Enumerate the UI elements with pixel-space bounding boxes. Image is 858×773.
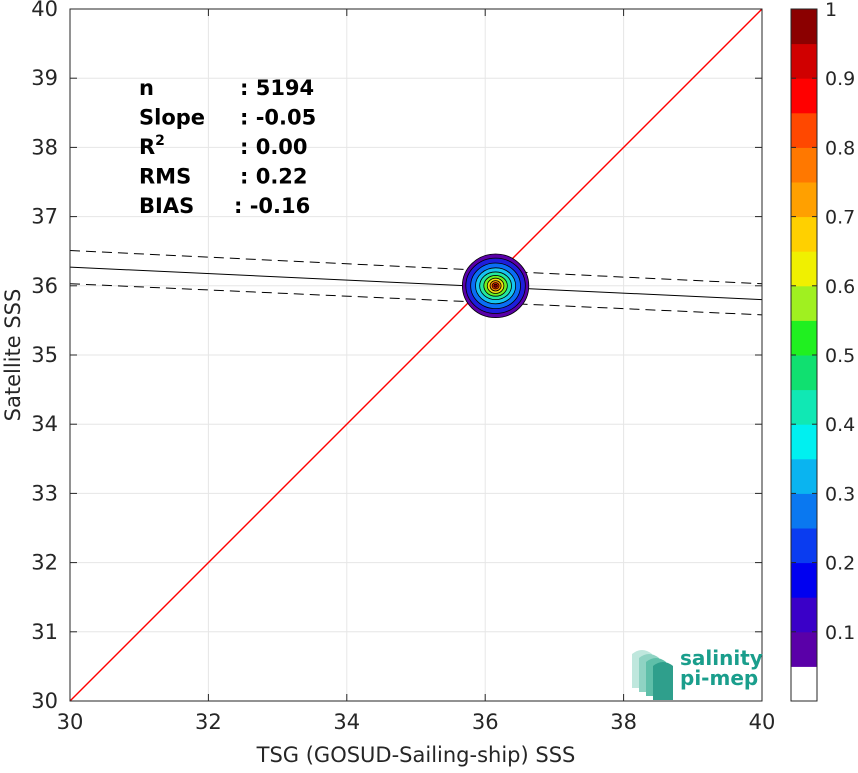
colorbar-segment (791, 528, 817, 564)
statistics-block: n : 5194 Slope : -0.05 R2 : 0.00 RMS : 0.22 BIAS… (139, 76, 316, 218)
colorbar-segment (791, 285, 817, 321)
colorbar-tick-label: 1 (825, 0, 837, 21)
y-tick-label: 30 (31, 689, 58, 713)
y-tick-label: 33 (31, 481, 58, 505)
density-contour (493, 283, 498, 288)
logo-wave-shape (653, 662, 673, 700)
colorbar-segment (791, 78, 817, 114)
confidence-band-line (69, 250, 763, 285)
colorbar-segment (791, 147, 817, 183)
x-tick-label: 34 (333, 710, 360, 734)
y-axis-label: Satellite SSS (1, 289, 25, 422)
y-tick-label: 37 (31, 205, 58, 229)
identity-line (69, 8, 763, 702)
density-contours (461, 253, 530, 319)
colorbar-tick-label: 0.5 (825, 345, 855, 367)
colorbar-tick-label: 0.4 (825, 414, 855, 436)
y-tick-label: 31 (31, 620, 58, 644)
colorbar-segment (791, 320, 817, 356)
colorbar-segment (791, 43, 817, 79)
colorbar-segment (791, 251, 817, 287)
x-tick-label: 32 (195, 710, 222, 734)
y-tick-label: 35 (31, 343, 58, 367)
y-tick-label: 39 (31, 66, 58, 90)
colorbar-tick-label: 0.3 (825, 483, 855, 505)
colorbar-tick-label: 0.6 (825, 276, 855, 298)
stat-value: : 0.22 (240, 165, 308, 189)
regression-lines (69, 8, 763, 702)
x-tick-label: 36 (472, 710, 499, 734)
colorbar-segment (791, 631, 817, 667)
salinity-pimep-logo: salinity pi-mep (632, 646, 763, 700)
y-tick-label: 40 (31, 0, 58, 21)
stat-value: : -0.05 (240, 106, 316, 130)
colorbar: 0.1 0.2 0.3 0.4 0.5 0.6 0.7 0.8 0.9 1 (790, 0, 855, 702)
x-axis-label: TSG (GOSUD-Sailing-ship) SSS (256, 743, 576, 767)
colorbar-tick-label: 0.7 (825, 207, 855, 229)
y-tick-label: 32 (31, 551, 58, 575)
x-tick-label: 38 (610, 710, 637, 734)
y-tick-label: 38 (31, 135, 58, 159)
colorbar-segment (791, 112, 817, 148)
stat-label: R2 (139, 133, 165, 159)
colorbar-tick-label: 0.9 (825, 68, 855, 90)
colorbar-tick-label: 0.8 (825, 137, 855, 159)
colorbar-tick-label: 0.1 (825, 622, 855, 644)
colorbar-segment (791, 355, 817, 391)
x-tick-label: 40 (749, 710, 776, 734)
colorbar-segment (791, 182, 817, 218)
y-tick-label: 36 (31, 274, 58, 298)
stat-label: n (139, 76, 154, 100)
stat-value: : 0.00 (240, 135, 308, 159)
confidence-bands (69, 250, 763, 316)
stat-label: RMS (139, 165, 191, 189)
colorbar-segment (791, 424, 817, 460)
confidence-band-line (69, 283, 763, 316)
colorbar-segment (791, 597, 817, 633)
colorbar-segment (791, 9, 817, 45)
colorbar-segment (791, 216, 817, 252)
y-tick-label: 34 (31, 412, 58, 436)
colorbar-tick-label: 0.2 (825, 553, 855, 575)
colorbar-segment (791, 493, 817, 529)
colorbar-segment (791, 562, 817, 598)
logo-text-salinity: salinity (680, 646, 763, 670)
stat-value: : -0.16 (234, 194, 310, 218)
colorbar-segment (791, 458, 817, 494)
stat-label: Slope (139, 106, 205, 130)
colorbar-segment (791, 389, 817, 425)
logo-wave-icon (632, 650, 673, 700)
x-axis-ticks: 30 32 34 36 38 40 (57, 9, 776, 734)
x-tick-label: 30 (57, 710, 84, 734)
stat-label: BIAS (139, 194, 194, 218)
y-axis-ticks: 30 31 32 33 34 35 36 37 38 39 40 (31, 0, 762, 713)
regression-fit-line (69, 266, 763, 301)
stat-label-superscript: 2 (155, 133, 165, 149)
stat-value: : 5194 (240, 76, 314, 100)
logo-text-pimep: pi-mep (680, 666, 758, 690)
colorbar-segment (791, 666, 817, 702)
